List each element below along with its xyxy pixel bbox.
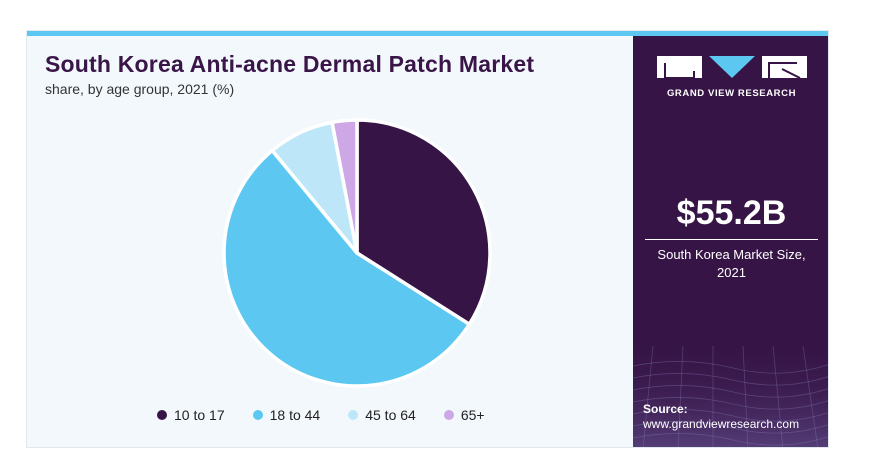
divider-line bbox=[645, 239, 818, 240]
chart-subtitle: share, by age group, 2021 (%) bbox=[45, 81, 235, 97]
legend-item: 18 to 44 bbox=[252, 407, 321, 423]
market-size-label: South Korea Market Size, 2021 bbox=[657, 247, 806, 280]
legend-swatch bbox=[157, 410, 167, 420]
brand-name: GRAND VIEW RESEARCH bbox=[666, 88, 797, 99]
legend-item: 65+ bbox=[443, 407, 485, 423]
legend-swatch bbox=[348, 410, 359, 420]
legend-swatch bbox=[443, 410, 454, 420]
info-sidebar: GRAND VIEW RESEARCH $55.2B South Korea M… bbox=[633, 36, 828, 447]
chart-title: South Korea Anti-acne Dermal Patch Marke… bbox=[45, 51, 535, 77]
legend-swatch bbox=[252, 410, 263, 420]
source-title: Source: bbox=[643, 402, 688, 416]
pie-slice-18-to-44 bbox=[222, 148, 472, 388]
pie-chart bbox=[222, 118, 492, 388]
legend-item: 45 to 64 bbox=[348, 407, 416, 423]
legend-label: 10 to 17 bbox=[174, 407, 225, 423]
grand-view-research-logo bbox=[657, 56, 807, 79]
chart-card: South Korea Anti-acne Dermal Patch Marke… bbox=[26, 30, 829, 448]
legend-label: 18 to 44 bbox=[269, 407, 321, 423]
chart-legend: 10 to 17 18 to 44 45 to 64 65+ bbox=[157, 407, 485, 423]
market-size-value: $55.2B bbox=[676, 194, 787, 232]
legend-label: 45 to 64 bbox=[365, 407, 416, 423]
source-box: Source: www.grandviewresearch.com bbox=[643, 402, 799, 432]
legend-item: 10 to 17 bbox=[157, 407, 225, 423]
source-link[interactable]: www.grandviewresearch.com bbox=[643, 417, 800, 431]
wave-pattern bbox=[633, 336, 828, 447]
pie-slice-65 bbox=[330, 118, 359, 255]
top-accent-bar bbox=[27, 31, 828, 36]
legend-label: 65+ bbox=[460, 407, 485, 423]
